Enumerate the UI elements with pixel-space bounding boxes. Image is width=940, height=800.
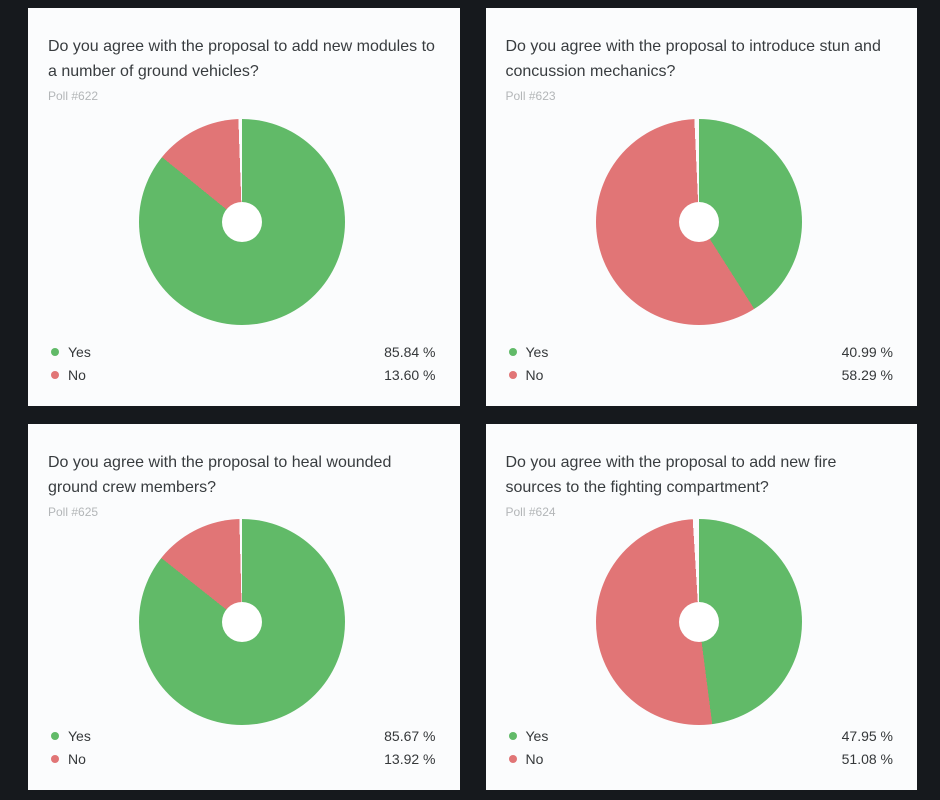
- legend-item-yes[interactable]: Yes 40.99 %: [506, 340, 893, 363]
- legend-label-yes: Yes: [68, 343, 91, 360]
- poll-question: Do you agree with the proposal to add ne…: [48, 38, 435, 80]
- legend-value-no: 13.60 %: [384, 366, 436, 383]
- poll-question: Do you agree with the proposal to heal w…: [48, 454, 392, 496]
- legend-label-yes: Yes: [525, 343, 549, 360]
- legend-label-no: No: [68, 750, 86, 767]
- poll-number: Poll #623: [505, 89, 556, 103]
- legend-item-no[interactable]: No 13.60 %: [48, 363, 436, 386]
- poll-question: Do you agree with the proposal to add ne…: [505, 454, 837, 496]
- yes-series-dot-icon: [508, 347, 517, 356]
- poll-card-625: Do you agree with the proposal to heal w…: [28, 424, 460, 790]
- legend-label-yes: Yes: [525, 727, 549, 744]
- legend-item-yes[interactable]: Yes 47.95 %: [506, 724, 893, 747]
- donut-chart[interactable]: [138, 518, 345, 725]
- legend-label-no: No: [525, 750, 544, 767]
- legend-item-yes[interactable]: Yes 85.67 %: [48, 724, 436, 747]
- no-series-dot-icon: [508, 370, 517, 379]
- donut-chart[interactable]: [596, 518, 803, 725]
- chart-area: [506, 103, 894, 340]
- poll-card-622: Do you agree with the proposal to add ne…: [28, 8, 460, 406]
- legend-value-yes: 47.95 %: [841, 727, 893, 744]
- yes-series-dot-icon: [51, 347, 59, 356]
- no-series-dot-icon: [508, 754, 517, 763]
- donut-hole: [221, 201, 262, 242]
- legend-label-no: No: [68, 366, 86, 383]
- chart-area: [48, 518, 436, 725]
- legend-item-yes[interactable]: Yes 85.84 %: [48, 340, 436, 363]
- legend-label-no: No: [525, 366, 544, 383]
- yes-series-dot-icon: [508, 731, 517, 740]
- donut-hole: [221, 601, 262, 642]
- legend-item-no[interactable]: No 51.08 %: [506, 747, 893, 770]
- no-series-dot-icon: [51, 754, 59, 763]
- chart-legend: Yes 85.67 % No 13.92 %: [48, 724, 436, 770]
- chart-area: [506, 518, 894, 725]
- legend-label-yes: Yes: [68, 727, 91, 744]
- legend-value-yes: 85.84 %: [384, 343, 436, 360]
- legend-value-no: 13.92 %: [384, 750, 436, 767]
- legend-value-yes: 40.99 %: [841, 343, 893, 360]
- donut-hole: [679, 201, 720, 242]
- donut-chart[interactable]: [596, 118, 803, 325]
- legend-item-no[interactable]: No 58.29 %: [506, 363, 893, 386]
- legend-value-no: 51.08 %: [841, 750, 893, 767]
- chart-legend: Yes 85.84 % No 13.60 %: [48, 340, 436, 386]
- legend-value-yes: 85.67 %: [384, 727, 436, 744]
- legend-item-no[interactable]: No 13.92 %: [48, 747, 436, 770]
- poll-number: Poll #625: [48, 505, 99, 519]
- chart-legend: Yes 47.95 % No 51.08 %: [506, 724, 893, 770]
- poll-question: Do you agree with the proposal to introd…: [505, 38, 881, 80]
- chart-area: [48, 103, 436, 340]
- poll-number: Poll #624: [505, 505, 556, 519]
- yes-series-dot-icon: [51, 731, 59, 740]
- poll-card-624: Do you agree with the proposal to add ne…: [485, 424, 917, 790]
- poll-number: Poll #622: [48, 89, 99, 103]
- donut-hole: [679, 601, 720, 642]
- no-series-dot-icon: [51, 370, 59, 379]
- legend-value-no: 58.29 %: [841, 366, 893, 383]
- poll-card-623: Do you agree with the proposal to introd…: [485, 8, 917, 406]
- chart-legend: Yes 40.99 % No 58.29 %: [506, 340, 893, 386]
- donut-chart[interactable]: [138, 118, 345, 325]
